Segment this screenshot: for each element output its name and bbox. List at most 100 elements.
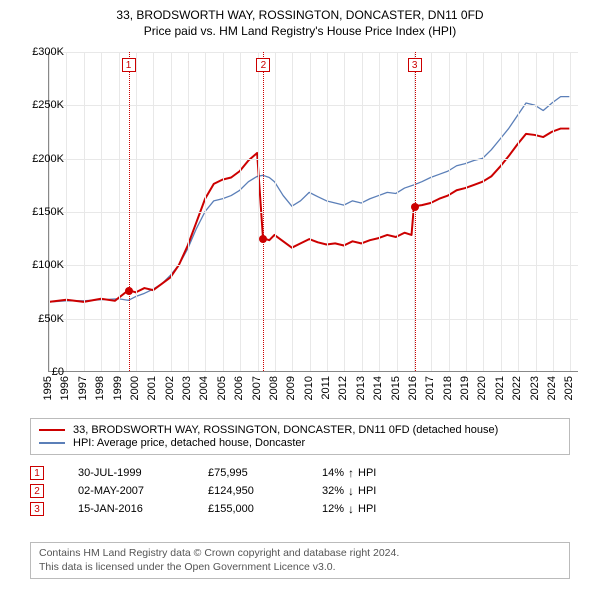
gridline-vertical — [310, 52, 311, 371]
event-marker-2: 2 — [30, 484, 44, 498]
event-marker-3: 3 — [30, 502, 44, 516]
x-tick-label: 1998 — [94, 376, 106, 400]
x-tick-label: 2019 — [459, 376, 471, 400]
gridline-vertical — [84, 52, 85, 371]
legend-box: 33, BRODSWORTH WAY, ROSSINGTON, DONCASTE… — [30, 418, 570, 455]
gridline-vertical — [66, 52, 67, 371]
plot-region: 1 2 3 — [48, 52, 578, 372]
arrow-up-icon: ↑ — [348, 466, 354, 480]
event-delta-3: 12% ↓ HPI — [322, 502, 376, 516]
gridline-vertical — [431, 52, 432, 371]
x-tick-label: 2003 — [181, 376, 193, 400]
title-subtitle: Price paid vs. HM Land Registry's House … — [0, 24, 600, 40]
event-marker-line — [415, 52, 416, 371]
x-tick-label: 2025 — [563, 376, 575, 400]
x-tick-label: 2022 — [511, 376, 523, 400]
x-tick-label: 1997 — [77, 376, 89, 400]
gridline-vertical — [397, 52, 398, 371]
event-marker-box: 2 — [256, 58, 270, 72]
event-price-2: £124,950 — [208, 485, 288, 497]
event-marker-box: 1 — [122, 58, 136, 72]
x-tick-label: 2021 — [494, 376, 506, 400]
event-pct-1: 14% — [322, 467, 344, 479]
gridline-vertical — [258, 52, 259, 371]
chart-area: 123 199519961997199819992000200120022003… — [48, 52, 578, 372]
y-tick-label: £0 — [20, 366, 64, 378]
event-row-2: 2 02-MAY-2007 £124,950 32% ↓ HPI — [30, 484, 570, 498]
event-suffix-1: HPI — [358, 467, 376, 479]
event-marker-dot — [411, 203, 419, 211]
x-tick-label: 2011 — [320, 376, 332, 400]
gridline-vertical — [223, 52, 224, 371]
arrow-down-icon: ↓ — [348, 484, 354, 498]
event-delta-1: 14% ↑ HPI — [322, 466, 376, 480]
gridline-vertical — [536, 52, 537, 371]
event-date-1: 30-JUL-1999 — [78, 467, 174, 479]
gridline-vertical — [136, 52, 137, 371]
chart-container: 33, BRODSWORTH WAY, ROSSINGTON, DONCASTE… — [0, 0, 600, 590]
gridline-vertical — [101, 52, 102, 371]
event-delta-2: 32% ↓ HPI — [322, 484, 376, 498]
x-tick-label: 1995 — [42, 376, 54, 400]
gridline-vertical — [188, 52, 189, 371]
x-tick-label: 2005 — [216, 376, 228, 400]
x-tick-label: 2013 — [355, 376, 367, 400]
event-row-1: 1 30-JUL-1999 £75,995 14% ↑ HPI — [30, 466, 570, 480]
x-tick-label: 2014 — [372, 376, 384, 400]
legend-item-hpi: HPI: Average price, detached house, Donc… — [39, 437, 561, 449]
gridline-vertical — [119, 52, 120, 371]
y-tick-label: £50K — [20, 313, 64, 325]
event-marker-line — [129, 52, 130, 371]
gridline-vertical — [483, 52, 484, 371]
gridline-vertical — [570, 52, 571, 371]
x-tick-label: 2004 — [198, 376, 210, 400]
event-pct-2: 32% — [322, 485, 344, 497]
event-pct-3: 12% — [322, 503, 344, 515]
gridline-vertical — [362, 52, 363, 371]
events-list: 1 30-JUL-1999 £75,995 14% ↑ HPI 2 02-MAY… — [30, 462, 570, 520]
legend-swatch-price-paid — [39, 429, 65, 431]
legend-label-price-paid: 33, BRODSWORTH WAY, ROSSINGTON, DONCASTE… — [73, 424, 498, 436]
arrow-down-icon: ↓ — [348, 502, 354, 516]
x-tick-label: 1999 — [112, 376, 124, 400]
gridline-vertical — [327, 52, 328, 371]
x-tick-label: 2006 — [233, 376, 245, 400]
event-row-3: 3 15-JAN-2016 £155,000 12% ↓ HPI — [30, 502, 570, 516]
x-tick-label: 2007 — [251, 376, 263, 400]
x-tick-label: 2023 — [529, 376, 541, 400]
footer-line-2: This data is licensed under the Open Gov… — [39, 561, 561, 575]
gridline-vertical — [501, 52, 502, 371]
legend-item-price-paid: 33, BRODSWORTH WAY, ROSSINGTON, DONCASTE… — [39, 424, 561, 436]
gridline-vertical — [205, 52, 206, 371]
x-tick-label: 1996 — [59, 376, 71, 400]
footer-line-1: Contains HM Land Registry data © Crown c… — [39, 547, 561, 561]
x-tick-label: 2000 — [129, 376, 141, 400]
attribution-footer: Contains HM Land Registry data © Crown c… — [30, 542, 570, 579]
event-marker-dot — [125, 287, 133, 295]
y-tick-label: £300K — [20, 46, 64, 58]
legend-swatch-hpi — [39, 442, 65, 444]
x-tick-label: 2016 — [407, 376, 419, 400]
x-tick-label: 2010 — [303, 376, 315, 400]
event-marker-dot — [259, 235, 267, 243]
gridline-vertical — [171, 52, 172, 371]
gridline-vertical — [240, 52, 241, 371]
gridline-vertical — [153, 52, 154, 371]
x-tick-label: 2015 — [390, 376, 402, 400]
x-tick-label: 2017 — [424, 376, 436, 400]
y-tick-label: £100K — [20, 259, 64, 271]
x-tick-label: 2020 — [476, 376, 488, 400]
event-marker-box: 3 — [408, 58, 422, 72]
event-suffix-2: HPI — [358, 485, 376, 497]
x-tick-label: 2024 — [546, 376, 558, 400]
event-marker-line — [263, 52, 264, 371]
gridline-vertical — [518, 52, 519, 371]
event-marker-1: 1 — [30, 466, 44, 480]
gridline-vertical — [292, 52, 293, 371]
event-price-3: £155,000 — [208, 503, 288, 515]
event-price-1: £75,995 — [208, 467, 288, 479]
chart-titles: 33, BRODSWORTH WAY, ROSSINGTON, DONCASTE… — [0, 0, 600, 39]
y-tick-label: £150K — [20, 206, 64, 218]
x-tick-label: 2002 — [164, 376, 176, 400]
x-tick-label: 2012 — [337, 376, 349, 400]
